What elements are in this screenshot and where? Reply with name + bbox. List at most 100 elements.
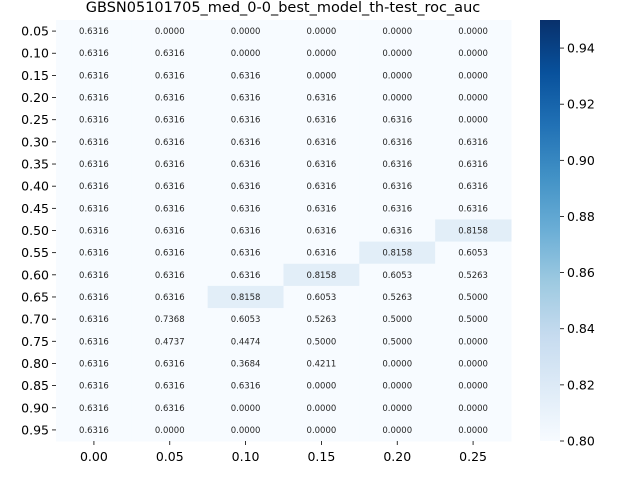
- heatmap-cell: [435, 130, 512, 154]
- cell-value-label: 0.5000: [458, 315, 488, 325]
- cell-value-label: 0.6316: [382, 182, 412, 192]
- colorbar-tick-label: 0.94: [567, 41, 595, 56]
- heatmap-cell: [131, 285, 209, 309]
- heatmap-cell: [283, 285, 360, 309]
- cell-value-label: 0.6316: [155, 404, 185, 414]
- cell-value-label: 0.8158: [458, 227, 488, 237]
- cell-value-label: 0.6316: [458, 138, 488, 148]
- heatmap-cell: [207, 108, 284, 132]
- cell-value-label: 0.6316: [79, 249, 109, 259]
- heatmap-cell: [283, 263, 360, 287]
- heatmap-cell: [207, 20, 284, 43]
- cell-value-label: 0.6316: [458, 204, 488, 214]
- colorbar-tick-label: 0.88: [567, 209, 595, 224]
- heatmap-cell: [435, 20, 512, 43]
- heatmap-cell: [283, 396, 360, 420]
- heatmap-cell: [435, 108, 512, 132]
- cell-value-label: 0.6316: [231, 227, 261, 237]
- y-tick-label: 0.85: [21, 378, 49, 393]
- heatmap-cell: [359, 374, 436, 398]
- cell-value-label: 0.6316: [382, 204, 412, 214]
- colorbar-tick-label: 0.82: [567, 377, 595, 392]
- heatmap-cell: [131, 330, 209, 353]
- cell-value-label: 0.5263: [382, 293, 412, 303]
- cell-value-label: 0.6316: [79, 138, 109, 148]
- cell-value-label: 0.0000: [307, 382, 337, 392]
- cell-value-label: 0.6316: [307, 204, 337, 214]
- y-tick-label: 0.50: [21, 223, 49, 238]
- y-tick-label: 0.55: [21, 245, 49, 260]
- cell-value-label: 0.0000: [307, 71, 337, 81]
- heatmap-cell: [131, 352, 209, 376]
- heatmap-cell: [283, 219, 360, 243]
- cell-value-label: 0.6316: [79, 182, 109, 192]
- cell-value-label: 0.0000: [382, 426, 412, 436]
- heatmap-cell: [131, 374, 209, 398]
- cell-value-label: 0.0000: [231, 49, 261, 59]
- heatmap-cell: [207, 197, 284, 220]
- cell-value-label: 0.0000: [458, 426, 488, 436]
- cell-value-label: 0.6316: [79, 116, 109, 126]
- heatmap-cell: [283, 152, 360, 176]
- cell-value-label: 0.6316: [155, 293, 185, 303]
- chart-title: GBSN05101705_med_0-0_best_model_th-test_…: [86, 0, 480, 16]
- y-tick-label: 0.40: [21, 179, 49, 194]
- heatmap-cell: [359, 152, 436, 176]
- heatmap-cell: [283, 64, 360, 87]
- cell-value-label: 0.6316: [155, 271, 185, 281]
- heatmap-cell: [131, 241, 209, 265]
- heatmap-cell: [283, 330, 360, 353]
- heatmap-cell: [207, 330, 284, 353]
- heatmap-cell: [435, 396, 512, 420]
- heatmap-cell: [207, 285, 284, 309]
- heatmap-cell: [283, 418, 360, 442]
- y-tick-label: 0.60: [21, 267, 49, 282]
- x-axis: 0.00 0.05 0.10 0.15 0.20 0.25: [80, 441, 487, 464]
- cell-value-label: 0.6316: [231, 71, 261, 81]
- cell-value-label: 0.6316: [307, 182, 337, 192]
- heatmap-cell: [56, 263, 133, 287]
- heatmap-cell: [207, 42, 284, 65]
- cell-value-label: 0.0000: [458, 382, 488, 392]
- heatmap-cell: [56, 175, 133, 198]
- cell-value-label: 0.6316: [79, 337, 109, 347]
- heatmap-cell: [435, 352, 512, 376]
- cell-value-label: 0.6316: [231, 271, 261, 281]
- y-tick-label: 0.25: [21, 112, 49, 127]
- cell-value-label: 0.6316: [382, 138, 412, 148]
- cell-value-label: 0.6316: [79, 27, 109, 37]
- heatmap-cell: [435, 152, 512, 176]
- heatmap-cell: [359, 64, 436, 87]
- cell-value-label: 0.3684: [231, 359, 261, 369]
- cell-value-label: 0.5000: [382, 315, 412, 325]
- heatmap-cell: [56, 86, 133, 110]
- cell-value-label: 0.0000: [307, 426, 337, 436]
- y-tick-label: 0.35: [21, 157, 49, 172]
- cell-value-label: 0.6316: [79, 204, 109, 214]
- heatmap-cell: [359, 308, 436, 331]
- heatmap-cell: [359, 285, 436, 309]
- heatmap-cell: [207, 374, 284, 398]
- colorbar-tick-label: 0.90: [567, 153, 595, 168]
- heatmap-cells: 0.6316 0.0000 0.0000 0.0000 0.0000 0.0000 0.63…: [56, 20, 512, 442]
- heatmap-cell: [359, 352, 436, 376]
- heatmap-cell: [56, 308, 133, 331]
- cell-value-label: 0.4211: [307, 359, 337, 369]
- cell-value-label: 0.0000: [458, 27, 488, 37]
- cell-value-label: 0.8158: [231, 293, 261, 303]
- x-tick-label: 0.20: [383, 449, 411, 464]
- cell-value-label: 0.6316: [79, 315, 109, 325]
- cell-value-label: 0.0000: [155, 27, 185, 37]
- cell-value-label: 0.6316: [382, 116, 412, 126]
- cell-value-label: 0.6316: [155, 359, 185, 369]
- heatmap-cell: [359, 263, 436, 287]
- y-tick-label: 0.10: [21, 46, 49, 61]
- heatmap-cell: [359, 20, 436, 43]
- cell-value-label: 0.5000: [307, 337, 337, 347]
- cell-value-label: 0.6316: [155, 249, 185, 259]
- cell-value-label: 0.0000: [382, 404, 412, 414]
- cell-value-label: 0.0000: [307, 49, 337, 59]
- heatmap-cell: [283, 352, 360, 376]
- heatmap-cell: [283, 86, 360, 110]
- cell-value-label: 0.6316: [231, 382, 261, 392]
